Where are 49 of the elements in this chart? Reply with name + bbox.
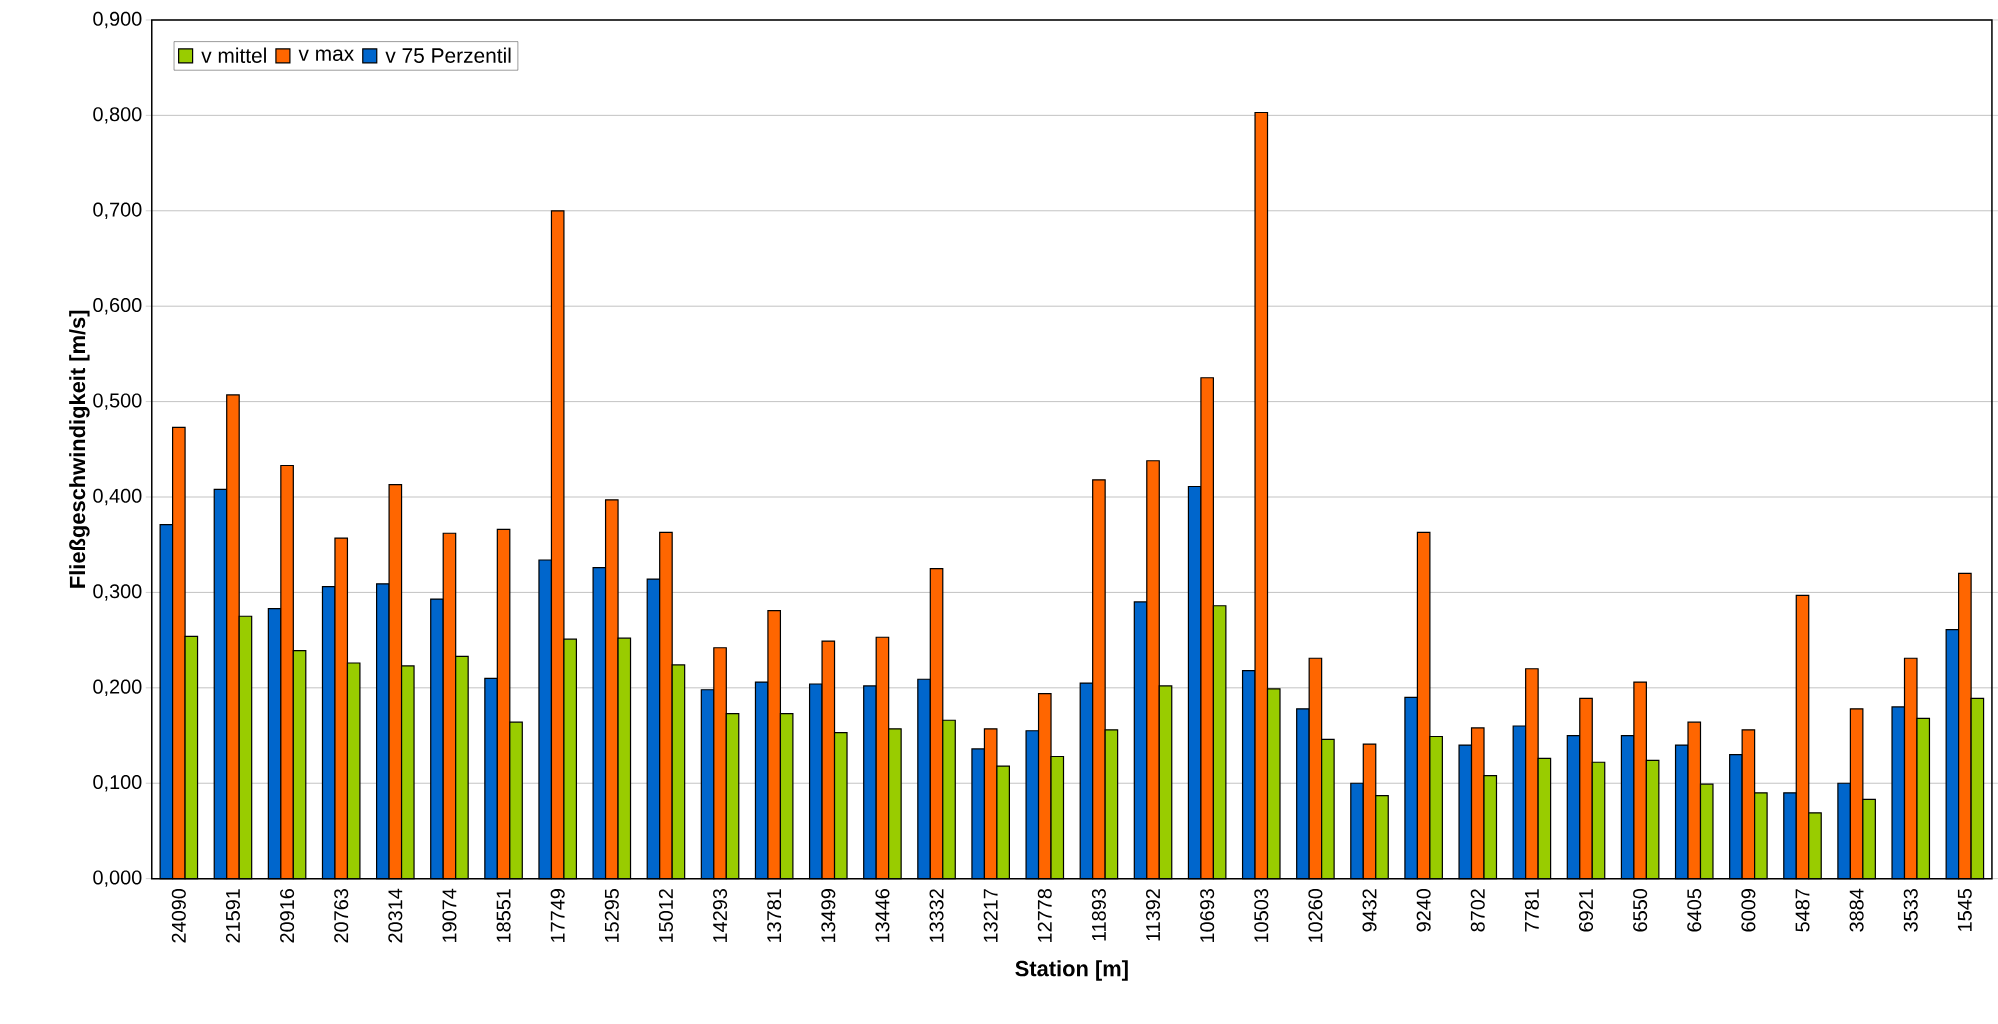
y-tick-label: 0,800 [93, 106, 142, 124]
x-tick-label: 19074 [442, 888, 457, 942]
x-tick-label: 6405 [1687, 888, 1702, 932]
x-tick-label: 20916 [280, 888, 295, 943]
x-tick-label: 18551 [496, 888, 511, 942]
y-tick-label: 0,600 [93, 297, 142, 315]
x-tick-label: 13332 [929, 888, 944, 942]
x-tick-label: 8702 [1470, 888, 1485, 932]
x-tick-label: 1545 [1957, 888, 1972, 931]
y-tick-label: 0,300 [93, 584, 142, 601]
x-tick-label: 6550 [1633, 888, 1648, 932]
x-tick-label: 14293 [713, 888, 728, 942]
y-axis-title: Fließgeschwindigkeit [m/s] [69, 310, 90, 588]
y-tick-label: 0,200 [93, 679, 142, 696]
y-tick-label: 0,400 [93, 488, 142, 506]
x-tick-label: 3884 [1849, 888, 1864, 932]
x-tick-label: 11392 [1146, 888, 1161, 941]
x-tick-label: 10260 [1308, 888, 1323, 942]
x-tick-label: 10503 [1254, 888, 1269, 942]
x-tick-label: 5487 [1795, 888, 1810, 932]
y-tick-label: 0,900 [93, 11, 142, 28]
x-tick-label: 3533 [1903, 888, 1918, 932]
x-tick-label: 9240 [1416, 888, 1431, 932]
x-tick-label: 24090 [171, 888, 186, 943]
x-tick-label: 17749 [550, 888, 565, 942]
x-tick-label: 6009 [1741, 888, 1756, 932]
x-tick-label: 13781 [767, 888, 782, 942]
x-axis-title: Station [m] [1015, 960, 1128, 981]
legend-label: v 75 Perzentil [385, 47, 511, 63]
y-tick-label: 0,700 [93, 202, 142, 219]
x-tick-label: 6921 [1578, 888, 1594, 932]
x-tick-label: 12778 [1037, 888, 1052, 942]
x-tick-label: 21591 [225, 888, 240, 943]
x-tick-label: 10693 [1200, 888, 1215, 942]
x-tick-label: 13217 [983, 888, 998, 942]
x-tick-label: 15295 [604, 888, 619, 942]
x-tick-label: 20763 [334, 888, 349, 943]
x-tick-label: 7781 [1524, 888, 1539, 932]
legend-label: v mittel [201, 47, 266, 63]
x-tick-label: 13446 [875, 888, 890, 942]
x-tick-label: 20314 [388, 888, 403, 943]
x-tick-label: 11893 [1091, 888, 1106, 941]
x-tick-label: 13499 [821, 888, 836, 942]
legend-label: v max [298, 49, 354, 61]
y-tick-label: 0,000 [93, 870, 142, 887]
x-tick-label: 9432 [1362, 888, 1377, 932]
y-tick-label: 0,100 [93, 774, 142, 792]
x-tick-label: 15012 [658, 888, 673, 942]
y-tick-label: 0,500 [93, 393, 142, 410]
